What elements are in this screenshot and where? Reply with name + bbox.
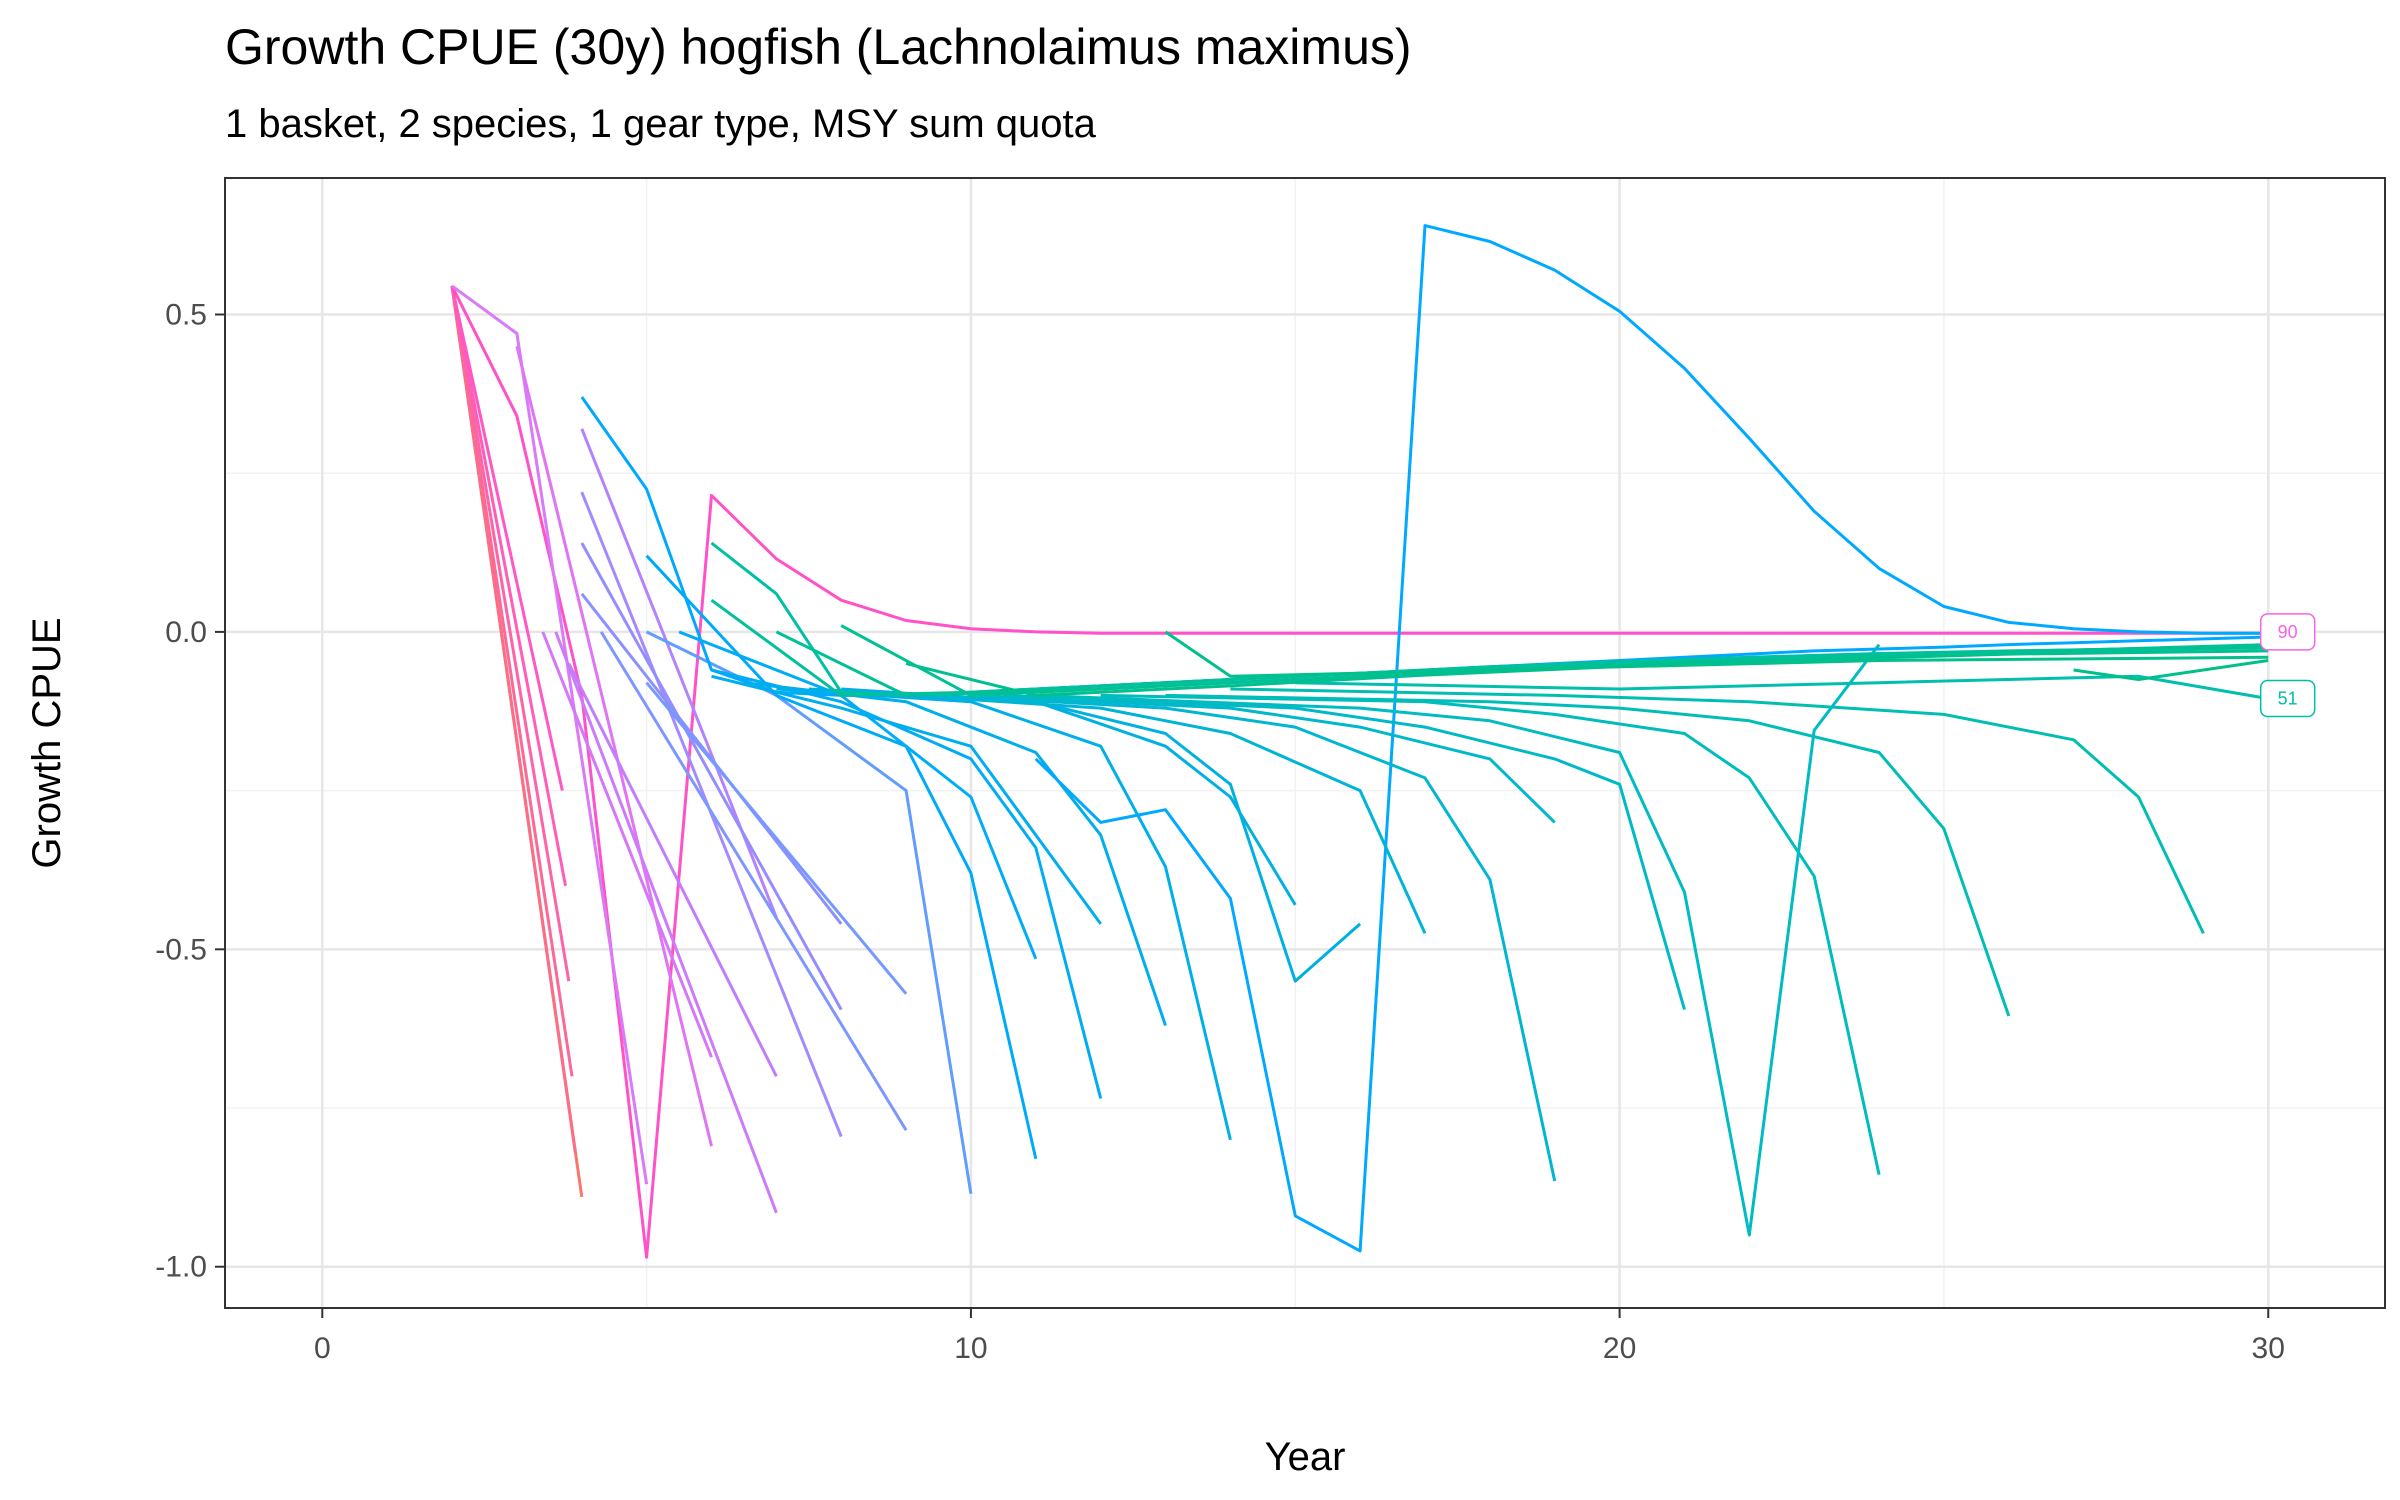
- series-line-36: [1165, 693, 2011, 1017]
- y-axis-label: Growth CPUE: [25, 617, 69, 868]
- series-line-22: [678, 630, 1038, 960]
- end-label-box: [2259, 613, 2316, 651]
- series-line-12: [567, 662, 778, 1077]
- series-line-43: [905, 649, 2269, 697]
- x-tick-label: 10: [954, 1332, 987, 1365]
- x-tick-label: 0: [314, 1332, 331, 1365]
- y-tick-label: -0.5: [155, 933, 207, 966]
- series-line-32: [970, 693, 1556, 824]
- y-tick-label: 0.0: [165, 616, 207, 649]
- series-line-15: [580, 542, 843, 1011]
- series-line-8: [451, 284, 649, 1185]
- series-line-42: [840, 624, 2269, 697]
- end-labels: 90 51: [2259, 613, 2316, 718]
- y-tick-label: 0.5: [165, 298, 207, 331]
- series-line-18: [645, 681, 908, 995]
- plot-background: [225, 178, 2385, 1308]
- chart-subtitle: 1 basket, 2 species, 1 gear type, MSY su…: [225, 102, 1097, 146]
- series-line-37: [1230, 687, 2205, 935]
- series-line-40: [710, 598, 2269, 697]
- series-line-33: [1003, 693, 1686, 1011]
- series-line-30: [906, 693, 1427, 935]
- series-line-24: [711, 674, 1102, 925]
- y-tick-label: -1.0: [155, 1251, 207, 1284]
- plot-border: [224, 177, 2386, 1309]
- end-label-text: 51: [2278, 689, 2298, 709]
- series-line-31: [938, 693, 1557, 1182]
- end-label-text: 90: [2278, 622, 2298, 642]
- series-line-10: [541, 631, 713, 1058]
- series-line-38: [1295, 674, 2269, 701]
- series-line-17: [599, 631, 908, 1131]
- x-axis: 0 10 20 30: [314, 1308, 2285, 1365]
- series-lines: [450, 224, 2269, 1259]
- x-tick-label: 20: [1603, 1332, 1636, 1365]
- y-axis: -1.0 -0.5 0.0 0.5: [155, 298, 225, 1284]
- x-axis-label: Year: [1265, 1435, 1346, 1479]
- series-line-6: [450, 285, 564, 791]
- series-line-11: [554, 631, 778, 1214]
- series-line-44: [1164, 630, 2269, 678]
- series-line-5: [450, 285, 567, 887]
- series-line-29: [1034, 224, 2269, 1253]
- series-line-45: [2073, 659, 2269, 681]
- series-line-7: [450, 285, 2269, 1259]
- series-line-4: [450, 285, 571, 982]
- end-label-90: 90: [2259, 613, 2316, 651]
- x-tick-label: 30: [2252, 1332, 2285, 1365]
- end-label-box: [2259, 679, 2316, 718]
- series-line-34: [1035, 643, 1881, 1237]
- chart-title: Growth CPUE (30y) hogfish (Lachnolaimus …: [225, 19, 1412, 75]
- series-line-26: [776, 687, 1232, 1141]
- series-line-3: [450, 285, 574, 1077]
- series-line-9: [515, 345, 713, 1147]
- end-label-51: 51: [2259, 679, 2316, 718]
- series-line-19: [645, 630, 973, 1194]
